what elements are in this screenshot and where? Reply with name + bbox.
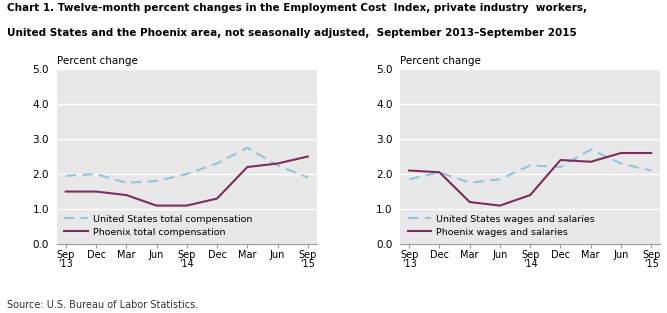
United States wages and salaries xyxy=(526,163,534,167)
Phoenix total compensation xyxy=(303,155,311,158)
Phoenix total compensation xyxy=(183,204,191,208)
Text: Source: U.S. Bureau of Labor Statistics.: Source: U.S. Bureau of Labor Statistics. xyxy=(7,300,198,310)
United States total compensation xyxy=(153,179,161,183)
Phoenix total compensation xyxy=(62,190,70,193)
Line: Phoenix total compensation: Phoenix total compensation xyxy=(66,156,307,206)
United States total compensation xyxy=(62,174,70,178)
United States wages and salaries xyxy=(647,169,655,172)
Line: United States wages and salaries: United States wages and salaries xyxy=(410,150,651,183)
United States wages and salaries xyxy=(436,170,444,174)
Phoenix wages and salaries xyxy=(406,169,414,172)
United States wages and salaries xyxy=(466,181,474,185)
Phoenix wages and salaries xyxy=(466,200,474,204)
United States total compensation xyxy=(273,163,281,167)
United States total compensation xyxy=(213,162,221,165)
Phoenix total compensation xyxy=(273,162,281,165)
United States wages and salaries xyxy=(496,177,504,181)
Legend: United States wages and salaries, Phoenix wages and salaries: United States wages and salaries, Phoeni… xyxy=(405,212,598,239)
Text: Chart 1. Twelve-month percent changes in the Employment Cost  Index, private ind: Chart 1. Twelve-month percent changes in… xyxy=(7,3,587,13)
Phoenix wages and salaries xyxy=(647,151,655,155)
Phoenix wages and salaries xyxy=(556,158,564,162)
Phoenix wages and salaries xyxy=(587,160,595,164)
Line: Phoenix wages and salaries: Phoenix wages and salaries xyxy=(410,153,651,206)
Phoenix wages and salaries xyxy=(436,170,444,174)
United States total compensation xyxy=(122,181,130,185)
United States total compensation xyxy=(183,172,191,176)
United States wages and salaries xyxy=(556,165,564,169)
Phoenix wages and salaries xyxy=(526,193,534,197)
United States total compensation xyxy=(92,172,100,176)
United States wages and salaries xyxy=(617,162,625,165)
Phoenix total compensation xyxy=(213,197,221,200)
Text: Percent change: Percent change xyxy=(57,56,137,66)
Phoenix total compensation xyxy=(92,190,100,193)
Phoenix total compensation xyxy=(122,193,130,197)
United States wages and salaries xyxy=(406,177,414,181)
Text: Percent change: Percent change xyxy=(400,56,481,66)
Text: United States and the Phoenix area, not seasonally adjusted,  September 2013–Sep: United States and the Phoenix area, not … xyxy=(7,28,576,38)
Phoenix total compensation xyxy=(243,165,251,169)
Phoenix wages and salaries xyxy=(617,151,625,155)
United States total compensation xyxy=(303,176,311,179)
Phoenix total compensation xyxy=(153,204,161,208)
Legend: United States total compensation, Phoenix total compensation: United States total compensation, Phoeni… xyxy=(61,212,255,239)
Phoenix wages and salaries xyxy=(496,204,504,208)
Line: United States total compensation: United States total compensation xyxy=(66,148,307,183)
United States wages and salaries xyxy=(587,148,595,151)
United States total compensation xyxy=(243,146,251,150)
